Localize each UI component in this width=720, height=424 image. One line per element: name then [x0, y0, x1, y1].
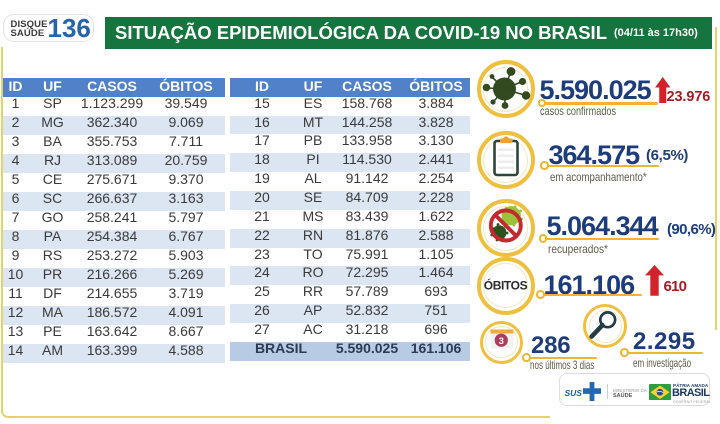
svg-text:3: 3 [499, 336, 504, 347]
svg-text:ÓBITOS: ÓBITOS [484, 278, 528, 293]
